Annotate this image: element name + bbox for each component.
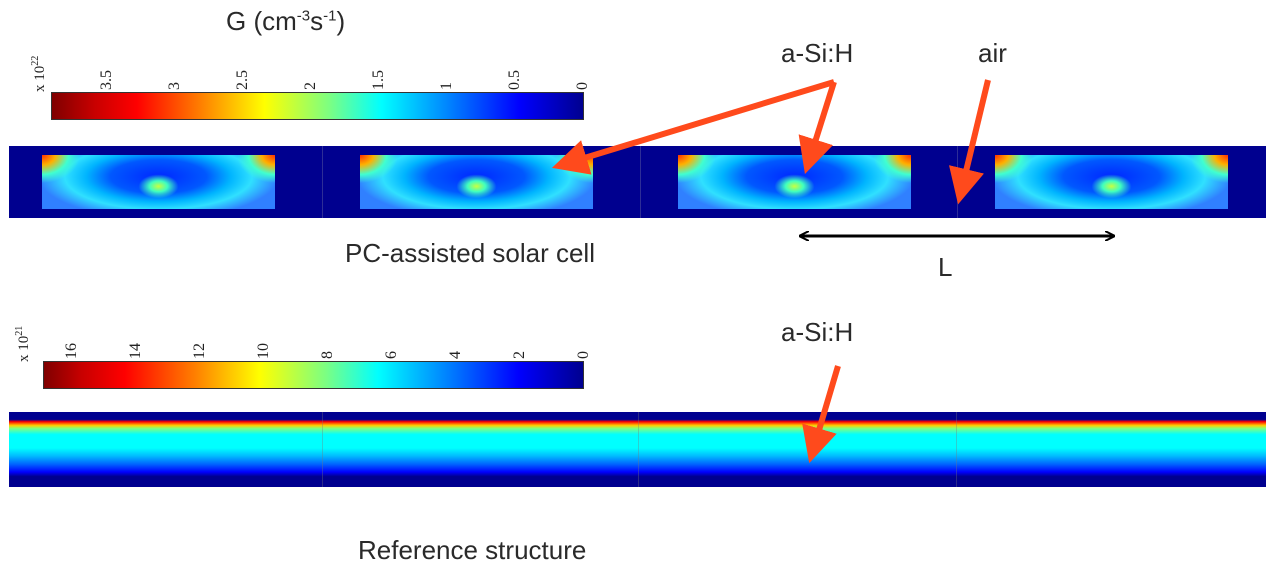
asih-top-label: a-Si:H: [781, 38, 854, 68]
colorbar-top: [51, 92, 584, 120]
colorbar-bottom: [43, 361, 584, 389]
reference-divider: [322, 412, 323, 487]
reference-divider: [638, 412, 639, 487]
arrow-asih-to-cell-2: [551, 79, 835, 175]
asih-block: [678, 155, 911, 209]
asih-block: [42, 155, 275, 209]
period-divider: [640, 146, 641, 218]
pc-cell-caption: PC-assisted solar cell: [345, 238, 595, 268]
asih-bottom-label: a-Si:H: [781, 317, 854, 347]
arrow-asih-to-cell-3: [798, 81, 837, 175]
air-label: air: [978, 38, 1007, 68]
reference-caption: Reference structure: [358, 535, 587, 565]
period-divider: [322, 146, 323, 218]
arrow-air: [948, 79, 991, 205]
reference-field: [9, 412, 1266, 487]
arrow-asih-reference: [802, 365, 841, 464]
reference-divider: [956, 412, 957, 487]
asih-block: [995, 155, 1228, 209]
colorbar-title: G (cm-3s-1): [226, 6, 346, 36]
period-label: L: [938, 252, 953, 282]
